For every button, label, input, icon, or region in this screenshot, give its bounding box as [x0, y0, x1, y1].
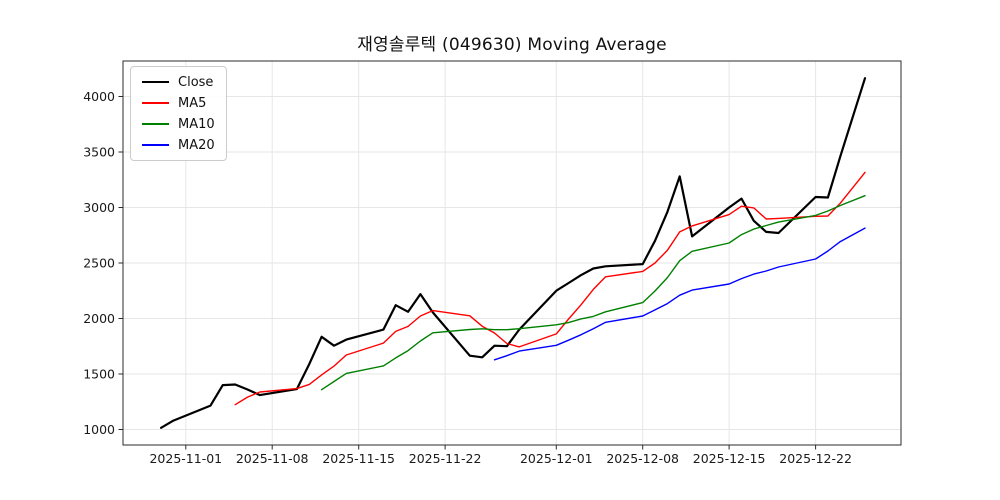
legend-item-ma10: MA10	[142, 116, 215, 132]
legend-item-ma5: MA5	[142, 95, 215, 111]
series-line-ma20	[493, 227, 866, 361]
legend-label: MA5	[178, 95, 207, 111]
chart-title: 재영솔루텍 (049630) Moving Average	[357, 35, 667, 55]
legend-line-sample-ma20	[142, 144, 169, 146]
x-tick-label: 2025-12-22	[779, 451, 852, 466]
y-tick-label: 3000	[83, 200, 115, 215]
legend-line-sample-close	[142, 81, 169, 83]
x-tick-label: 2025-12-08	[606, 451, 679, 466]
y-tick-label: 2000	[83, 311, 115, 326]
y-tick-label: 3500	[83, 144, 115, 159]
legend-label: MA20	[178, 137, 215, 153]
legend-line-sample-ma10	[142, 123, 169, 125]
series-line-close	[160, 77, 867, 429]
y-tick-label: 1500	[83, 366, 115, 381]
y-tick-label: 4000	[83, 89, 115, 104]
y-tick-label: 1000	[83, 422, 115, 437]
legend-label: MA10	[178, 116, 215, 132]
series-line-ma5	[234, 171, 866, 406]
x-tick-label: 2025-11-15	[322, 451, 395, 466]
x-tick-label: 2025-11-08	[236, 451, 309, 466]
legend: Close MA5 MA10 MA20	[130, 66, 227, 161]
x-tick-label: 2025-12-15	[693, 451, 766, 466]
series-line-ma10	[320, 194, 866, 391]
legend-label: Close	[178, 74, 214, 90]
x-tick-label: 2025-11-22	[409, 451, 482, 466]
legend-item-close: Close	[142, 74, 215, 90]
x-tick-label: 2025-12-01	[520, 451, 593, 466]
y-tick-label: 2500	[83, 255, 115, 270]
plot-border	[122, 60, 902, 446]
legend-line-sample-ma5	[142, 102, 169, 104]
legend-item-ma20: MA20	[142, 137, 215, 153]
x-tick-label: 2025-11-01	[149, 451, 222, 466]
